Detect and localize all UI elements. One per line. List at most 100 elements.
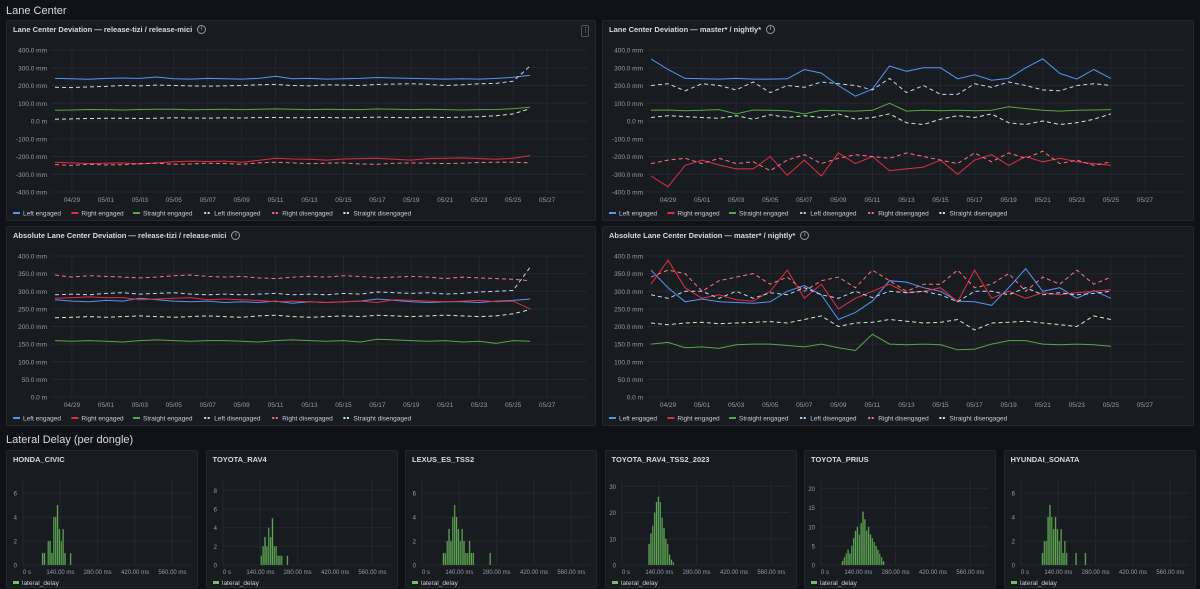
- histogram-bar[interactable]: [851, 545, 853, 566]
- histogram-bar[interactable]: [265, 546, 268, 566]
- histogram-bar[interactable]: [1044, 540, 1047, 566]
- legend-item[interactable]: lateral_delay: [13, 580, 60, 587]
- histogram-bar[interactable]: [452, 516, 454, 566]
- histogram-bar[interactable]: [877, 549, 879, 566]
- histogram-bar[interactable]: [273, 546, 275, 566]
- histogram-bar[interactable]: [651, 525, 654, 566]
- histogram-bar[interactable]: [668, 554, 670, 566]
- histogram-bar[interactable]: [442, 552, 445, 566]
- histogram-bar[interactable]: [286, 555, 288, 566]
- series-line-right-disengaged[interactable]: [650, 150, 1112, 172]
- histogram-bar[interactable]: [660, 517, 663, 566]
- series-line-straight-disengaged[interactable]: [54, 309, 531, 319]
- histogram-bar[interactable]: [280, 555, 283, 566]
- legend-item[interactable]: Right disengaged: [868, 416, 929, 423]
- histogram-bar[interactable]: [1056, 528, 1058, 566]
- histogram-bar[interactable]: [1052, 528, 1054, 566]
- series-line-straight-engaged[interactable]: [54, 106, 531, 111]
- legend-item[interactable]: Straight disengaged: [343, 416, 412, 423]
- histogram-bar[interactable]: [1046, 516, 1049, 566]
- series-line-right-engaged[interactable]: [650, 152, 1111, 188]
- series-line-left-engaged[interactable]: [54, 74, 531, 80]
- row-title-lane-center[interactable]: Lane Center: [6, 5, 67, 17]
- row-title-lateral-delay[interactable]: Lateral Delay (per dongle): [6, 434, 134, 446]
- histogram-bar[interactable]: [468, 540, 471, 566]
- histogram-bar[interactable]: [263, 536, 266, 566]
- info-icon[interactable]: i: [231, 231, 241, 240]
- legend-item[interactable]: Right disengaged: [272, 211, 333, 218]
- legend-item[interactable]: lateral_delay: [611, 580, 659, 587]
- histogram-bar[interactable]: [472, 552, 475, 566]
- histogram-bar[interactable]: [657, 496, 659, 566]
- legend-item[interactable]: Right engaged: [667, 211, 720, 218]
- legend-item[interactable]: Straight engaged: [133, 416, 193, 423]
- histogram-bar[interactable]: [49, 540, 51, 566]
- info-icon[interactable]: i: [197, 25, 207, 34]
- histogram-bar[interactable]: [457, 528, 460, 566]
- histogram-bar[interactable]: [60, 540, 63, 566]
- histogram-bar[interactable]: [269, 536, 271, 566]
- histogram-bar[interactable]: [56, 504, 59, 566]
- histogram-bar[interactable]: [43, 552, 46, 566]
- histogram-bar[interactable]: [461, 528, 463, 566]
- histogram-bar[interactable]: [1041, 552, 1043, 566]
- series-line-left-disengaged[interactable]: [54, 267, 531, 296]
- legend-item[interactable]: Straight engaged: [729, 211, 789, 218]
- histogram-bar[interactable]: [1063, 540, 1066, 566]
- histogram-bar[interactable]: [845, 553, 847, 566]
- histogram-bar[interactable]: [852, 538, 855, 566]
- histogram-bar[interactable]: [276, 555, 279, 566]
- histogram-bar[interactable]: [875, 545, 877, 566]
- histogram-bar[interactable]: [1057, 540, 1060, 566]
- legend-item[interactable]: lateral_delay: [811, 580, 858, 587]
- histogram-bar[interactable]: [849, 553, 851, 566]
- histogram-bar[interactable]: [847, 549, 849, 566]
- series-line-left-disengaged[interactable]: [54, 65, 531, 89]
- histogram-bar[interactable]: [1043, 540, 1045, 566]
- series-line-straight-disengaged[interactable]: [650, 315, 1112, 331]
- legend-item[interactable]: Straight engaged: [729, 416, 789, 423]
- legend-item[interactable]: Straight disengaged: [343, 211, 412, 218]
- histogram-bar[interactable]: [880, 557, 883, 566]
- histogram-bar[interactable]: [1054, 516, 1056, 566]
- series-line-right-engaged[interactable]: [650, 259, 1111, 310]
- legend-item[interactable]: lateral_delay: [212, 580, 260, 587]
- histogram-bar[interactable]: [489, 552, 491, 566]
- histogram-bar[interactable]: [261, 546, 264, 566]
- histogram-bar[interactable]: [1059, 528, 1062, 566]
- series-line-straight-engaged[interactable]: [650, 102, 1111, 115]
- legend-item[interactable]: lateral_delay: [412, 580, 459, 587]
- legend-item[interactable]: Right disengaged: [272, 416, 333, 423]
- histogram-bar[interactable]: [58, 528, 61, 566]
- histogram-bar[interactable]: [450, 540, 452, 566]
- histogram-bar[interactable]: [882, 561, 885, 566]
- histogram-bar[interactable]: [64, 552, 66, 566]
- legend-item[interactable]: Straight engaged: [133, 211, 193, 218]
- histogram-bar[interactable]: [862, 511, 864, 566]
- legend-item[interactable]: Right engaged: [71, 416, 124, 423]
- histogram-bar[interactable]: [69, 552, 72, 566]
- legend-item[interactable]: Straight disengaged: [939, 416, 1008, 423]
- series-line-left-engaged[interactable]: [650, 58, 1112, 97]
- legend-item[interactable]: Right disengaged: [868, 211, 929, 218]
- histogram-bar[interactable]: [649, 533, 652, 566]
- histogram-bar[interactable]: [453, 504, 456, 566]
- legend-item[interactable]: lateral_delay: [1010, 580, 1058, 587]
- histogram-bar[interactable]: [647, 543, 650, 566]
- histogram-bar[interactable]: [455, 516, 458, 566]
- histogram-bar[interactable]: [267, 527, 270, 566]
- histogram-bar[interactable]: [858, 534, 861, 566]
- legend-item[interactable]: Left disengaged: [800, 211, 857, 218]
- series-line-left-disengaged[interactable]: [650, 77, 1111, 95]
- histogram-bar[interactable]: [278, 555, 281, 566]
- series-line-right-engaged[interactable]: [54, 296, 531, 310]
- histogram-bar[interactable]: [658, 501, 661, 566]
- histogram-bar[interactable]: [446, 540, 448, 566]
- histogram-bar[interactable]: [448, 528, 450, 566]
- histogram-bar[interactable]: [53, 516, 55, 566]
- histogram-bar[interactable]: [1074, 552, 1077, 566]
- histogram-bar[interactable]: [465, 552, 467, 566]
- histogram-bar[interactable]: [869, 534, 872, 566]
- histogram-bar[interactable]: [459, 540, 462, 566]
- histogram-bar[interactable]: [1061, 552, 1064, 566]
